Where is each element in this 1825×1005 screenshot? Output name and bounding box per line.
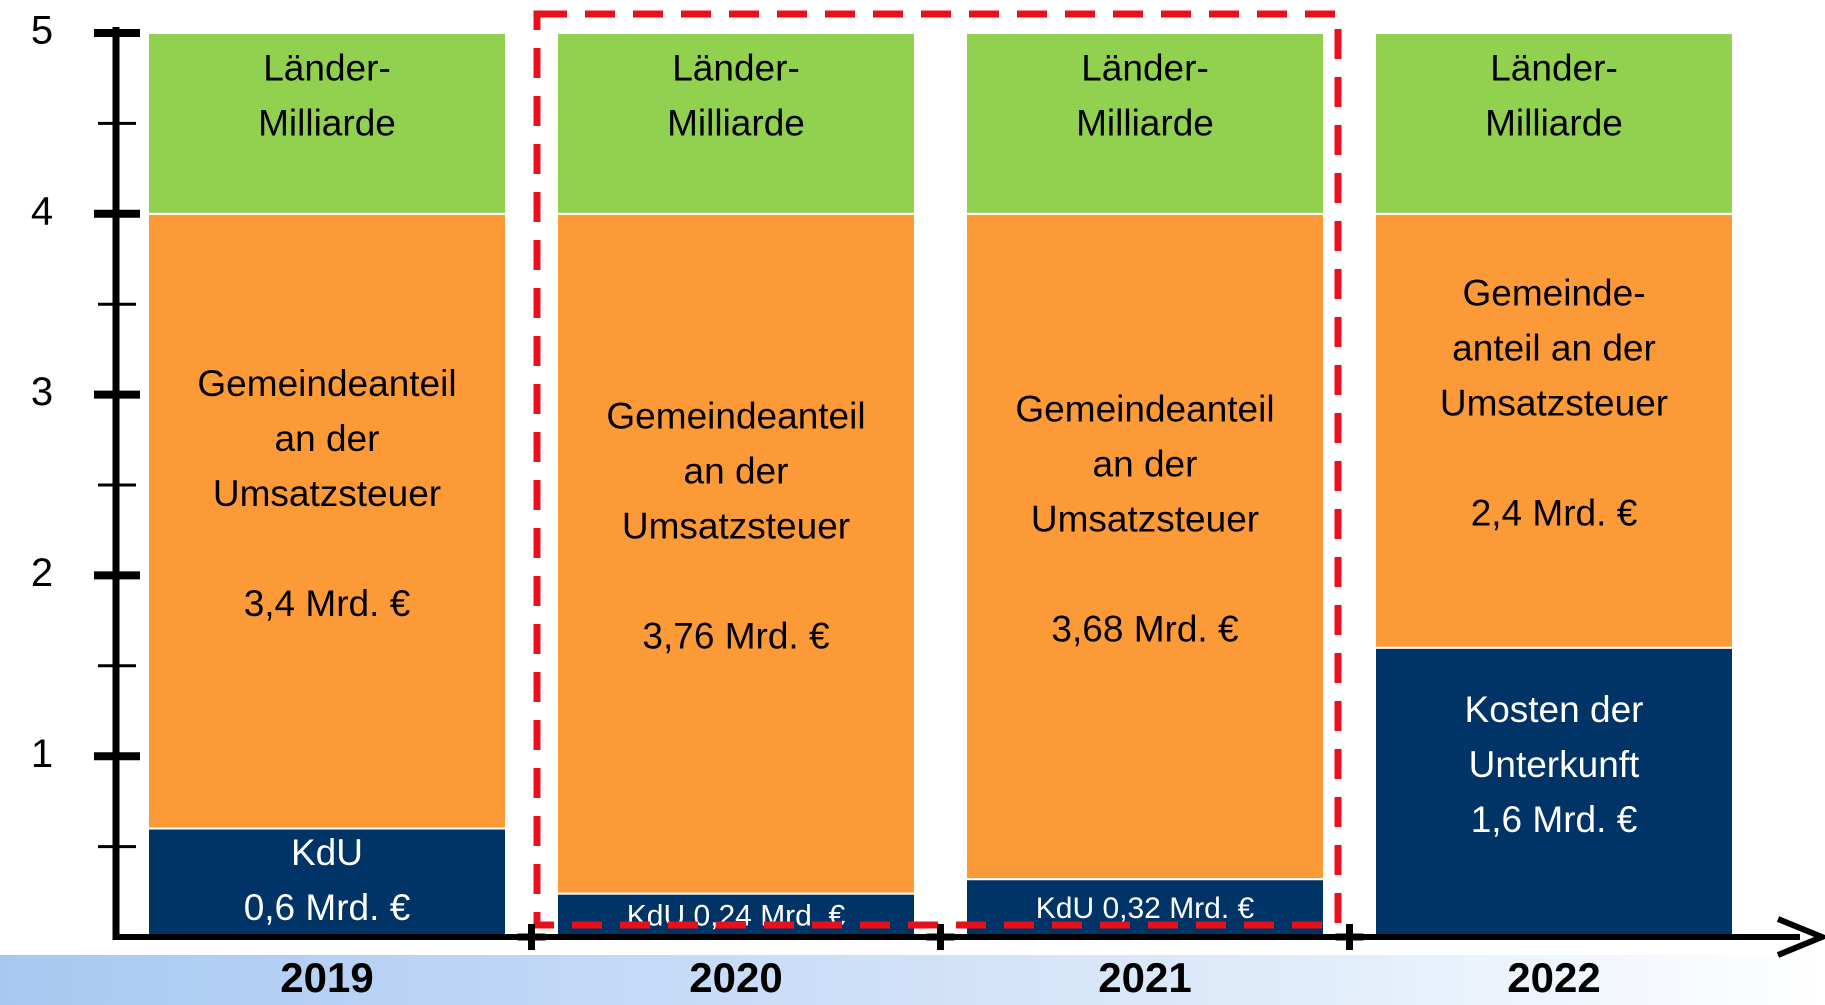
segment-text: Länder- bbox=[1490, 48, 1618, 89]
segment-text: Kosten der bbox=[1465, 689, 1644, 730]
bar-segment bbox=[1374, 32, 1734, 215]
segment-text: Umsatzsteuer bbox=[213, 473, 441, 514]
segment-text: Milliarde bbox=[1076, 103, 1214, 144]
segment-text: Länder- bbox=[672, 48, 800, 89]
value-label: 0,6 Mrd. € bbox=[244, 887, 411, 928]
value-label: 1,6 Mrd. € bbox=[1471, 799, 1638, 840]
value-label: 0,32 Mrd. € bbox=[1102, 892, 1254, 925]
segment-text: an der bbox=[275, 418, 380, 459]
y-tick-label: 1 bbox=[31, 732, 53, 776]
x-axis-arrow bbox=[1776, 916, 1825, 958]
value-label: 3,4 Mrd. € bbox=[244, 583, 411, 624]
y-tick-label: 5 bbox=[31, 9, 53, 53]
segment-text: Milliarde bbox=[667, 103, 805, 144]
segment-text: Milliarde bbox=[1485, 103, 1623, 144]
segment-text: Umsatzsteuer bbox=[1440, 383, 1668, 424]
bar-segment bbox=[965, 212, 1325, 881]
bar-segment bbox=[965, 32, 1325, 215]
segment-text: Umsatzsteuer bbox=[1031, 498, 1259, 539]
segment-text: KdU bbox=[1036, 892, 1094, 925]
x-tick-label: 2019 bbox=[280, 954, 373, 1001]
bar-segment bbox=[147, 827, 507, 939]
x-tick-label: 2022 bbox=[1507, 954, 1600, 1001]
bar-segment bbox=[556, 32, 916, 215]
segment-text: KdU bbox=[291, 832, 363, 873]
segment-text: Gemeinde- bbox=[1462, 273, 1645, 314]
segment-text: Umsatzsteuer bbox=[622, 505, 850, 546]
segment-text: Gemeindeanteil bbox=[606, 395, 865, 436]
segment-text: an der bbox=[1093, 443, 1198, 484]
y-tick-label: 2 bbox=[31, 551, 53, 595]
value-label: 3,68 Mrd. € bbox=[1051, 608, 1239, 649]
y-tick-label: 3 bbox=[31, 370, 53, 414]
segment-text: Gemeindeanteil bbox=[1015, 388, 1274, 429]
x-tick-label: 2020 bbox=[689, 954, 782, 1001]
bar-segment bbox=[556, 892, 916, 938]
value-label: 3,76 Mrd. € bbox=[642, 615, 830, 656]
segment-text: Unterkunft bbox=[1469, 744, 1640, 785]
segment-text: an der bbox=[684, 450, 789, 491]
segment-text: Gemeindeanteil bbox=[197, 363, 456, 404]
bar-segment bbox=[1374, 212, 1734, 649]
segment-text: Länder- bbox=[1081, 48, 1209, 89]
bar-segment bbox=[147, 212, 507, 830]
segment-text: Milliarde bbox=[258, 103, 396, 144]
segment-text: Länder- bbox=[263, 48, 391, 89]
value-label: 2,4 Mrd. € bbox=[1471, 493, 1638, 534]
footer-strip bbox=[0, 955, 1825, 1005]
bar-segment bbox=[556, 212, 916, 895]
segment-text: anteil an der bbox=[1452, 328, 1656, 369]
y-tick-label: 4 bbox=[31, 189, 53, 233]
x-tick-label: 2021 bbox=[1098, 954, 1191, 1001]
bar-segment bbox=[147, 32, 507, 215]
segment-label: KdU 0,32 Mrd. € bbox=[1036, 892, 1255, 925]
